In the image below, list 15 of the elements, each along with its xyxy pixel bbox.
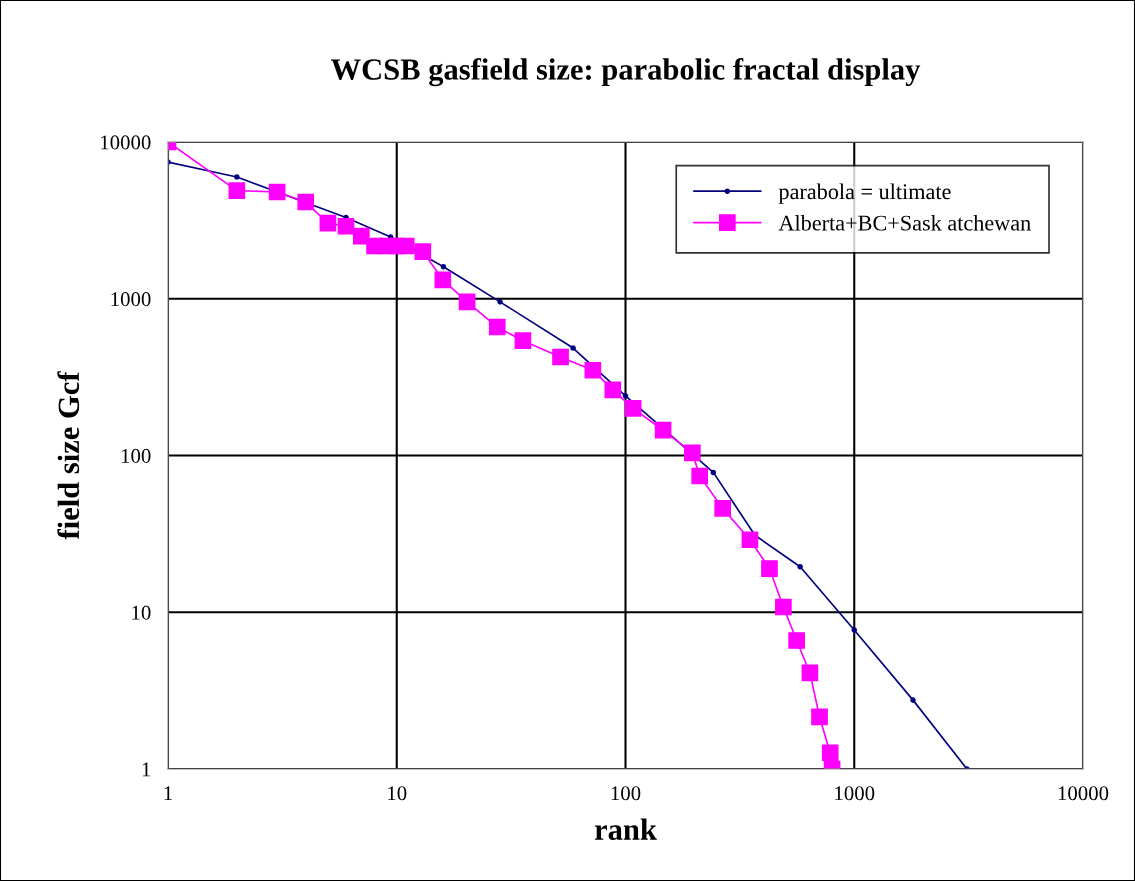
y-tick-label: 1	[142, 762, 151, 777]
y-tick-label: 10	[132, 605, 151, 620]
x-tick-label: 100	[611, 786, 641, 801]
y-axis-title: field size Gcf	[57, 371, 80, 540]
chart-title: WCSB gasfield size: parabolic fractal display	[330, 57, 921, 87]
y-tick-label: 1000	[111, 292, 151, 307]
x-tick-label: 1000	[835, 786, 875, 801]
y-tick-label: 10000	[101, 135, 151, 150]
x-tick-label: 10	[388, 786, 407, 801]
y-tick-label: 100	[121, 448, 151, 463]
x-axis-title: rank	[594, 818, 657, 840]
legend-label: parabola = ultimate	[778, 183, 951, 204]
x-tick-label: 1	[164, 786, 172, 801]
x-tick-label: 10000	[1058, 786, 1109, 801]
legend-label: Alberta+BC+Sask atchewan	[778, 214, 1031, 231]
